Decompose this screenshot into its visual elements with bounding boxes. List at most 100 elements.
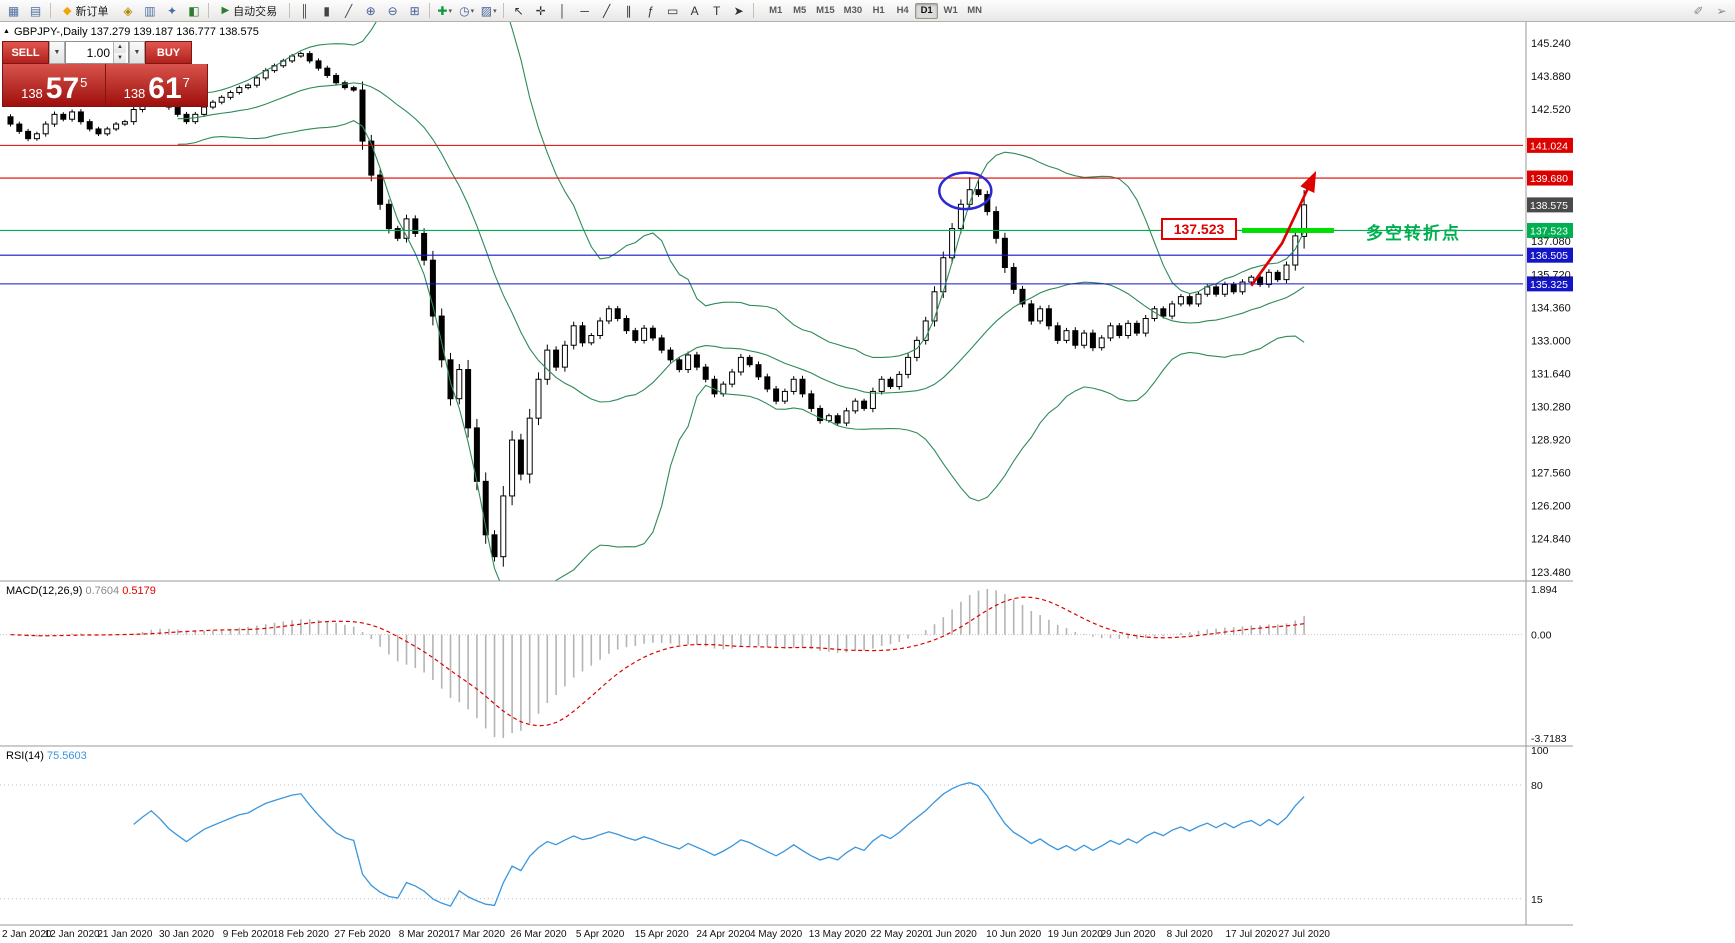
price-tick-label: 126.200 bbox=[1531, 501, 1571, 513]
date-tick-label: 21 Jan 2020 bbox=[97, 929, 152, 940]
auto-scroll-button[interactable]: ➢ bbox=[1711, 2, 1732, 20]
templates-caret-icon: ▾ bbox=[493, 7, 497, 15]
text-button[interactable]: A bbox=[684, 2, 705, 20]
macd-main-value: 0.7604 bbox=[85, 585, 120, 597]
date-tick-label: 27 Jul 2020 bbox=[1278, 929, 1330, 940]
level-annotation-label[interactable]: 137.523 bbox=[1161, 218, 1237, 241]
text-label-icon: T bbox=[713, 3, 721, 18]
market-watch-button[interactable]: ◈ bbox=[117, 2, 138, 20]
zoom-out-button[interactable]: ⊖ bbox=[382, 2, 403, 20]
horizontal-line-icon: ─ bbox=[580, 3, 589, 18]
collapse-arrow-icon[interactable]: ▲ bbox=[3, 28, 10, 35]
toolbar-separator bbox=[503, 3, 505, 18]
auto-trading-label: 自动交易 bbox=[233, 5, 278, 18]
timeframe-m30-button[interactable]: M30 bbox=[843, 5, 863, 16]
pivot-annotation-text[interactable]: 多空转折点 bbox=[1366, 224, 1461, 244]
chart-symbol-title: GBPJPY-,Daily 137.279 139.187 136.777 13… bbox=[14, 26, 259, 38]
cursor-button[interactable]: ↖ bbox=[508, 2, 529, 20]
profiles-button[interactable]: ▤ bbox=[25, 2, 46, 20]
buy-button[interactable]: BUY bbox=[145, 41, 192, 64]
rsi-title: RSI(14) bbox=[6, 750, 44, 762]
date-tick-label: 2 Jan 2020 bbox=[2, 929, 52, 940]
candlestick-chart-button[interactable]: ▮ bbox=[316, 2, 337, 20]
macd-signal-line bbox=[10, 596, 1305, 727]
timeframe-h4-button[interactable]: H4 bbox=[896, 5, 909, 16]
new-chart-icon: ▦ bbox=[7, 3, 20, 18]
rsi-axis-label: 80 bbox=[1531, 780, 1543, 792]
vertical-line-button[interactable]: │ bbox=[552, 2, 573, 20]
price-tick-label: 127.560 bbox=[1531, 468, 1571, 480]
timeframe-d1-button[interactable]: D1 bbox=[915, 2, 939, 19]
timeframe-m1-button[interactable]: M1 bbox=[769, 5, 783, 16]
macd-axis-label: -3.7183 bbox=[1531, 733, 1567, 745]
shapes-button[interactable]: ▭ bbox=[662, 2, 683, 20]
bar-chart-button[interactable]: ║ bbox=[294, 2, 315, 20]
sell-price-point: 5 bbox=[80, 75, 88, 90]
date-tick-label: 18 Feb 2020 bbox=[273, 929, 330, 940]
data-window-button[interactable]: ▥ bbox=[139, 2, 160, 20]
price-tick-label: 133.000 bbox=[1531, 335, 1571, 347]
price-level-badge-text: 135.325 bbox=[1530, 279, 1568, 291]
macd-title: MACD(12,26,9) bbox=[6, 585, 83, 597]
trendline-button[interactable]: ╱ bbox=[596, 2, 617, 20]
toolbar-separator bbox=[429, 3, 431, 18]
sell-button[interactable]: SELL bbox=[2, 41, 49, 64]
vertical-line-icon: │ bbox=[558, 3, 567, 18]
sell-price[interactable]: 138 57 5 bbox=[3, 64, 106, 106]
macd-histogram bbox=[18, 589, 1305, 738]
plot-region bbox=[7, 22, 1308, 581]
shapes-icon: ▭ bbox=[667, 3, 679, 18]
breakout-arrow[interactable] bbox=[1250, 170, 1317, 287]
buy-price[interactable]: 138 61 7 bbox=[105, 64, 207, 106]
price-level-badge-text: 139.680 bbox=[1530, 173, 1568, 185]
templates-button[interactable]: ▨ ▾ bbox=[478, 2, 499, 20]
buy-options-caret[interactable]: ▼ bbox=[129, 41, 145, 64]
text-label-button[interactable]: T bbox=[706, 2, 727, 20]
timeframe-m5-button[interactable]: M5 bbox=[793, 5, 807, 16]
horizontal-line-button[interactable]: ─ bbox=[574, 2, 595, 20]
templates-icon: ▨ bbox=[480, 3, 493, 18]
highlight-ellipse[interactable] bbox=[938, 171, 993, 211]
periods-button[interactable]: ◷ ▾ bbox=[456, 2, 477, 20]
auto-trading-button[interactable]: ▶ 自动交易 bbox=[213, 2, 285, 20]
spin-up-icon[interactable]: ▲ bbox=[114, 42, 126, 53]
terminal-button[interactable]: ◧ bbox=[183, 2, 204, 20]
crosshair-icon: ✛ bbox=[535, 3, 546, 18]
bid-price-badge bbox=[1527, 197, 1573, 213]
equidistant-channel-button[interactable]: ∥ bbox=[618, 2, 639, 20]
trendline-icon: ╱ bbox=[603, 3, 611, 18]
navigator-button[interactable]: ✦ bbox=[161, 2, 182, 20]
tile-windows-button[interactable]: ⊞ bbox=[404, 2, 425, 20]
auto-trading-icon: ▶ bbox=[221, 5, 230, 16]
timeframe-h1-button[interactable]: H1 bbox=[872, 5, 885, 16]
line-chart-button[interactable]: ╱ bbox=[338, 2, 359, 20]
toolbar-separator bbox=[753, 3, 755, 18]
crosshair-button[interactable]: ✛ bbox=[530, 2, 551, 20]
date-tick-label: 8 Jul 2020 bbox=[1167, 929, 1214, 940]
chart-shift-button[interactable]: ✐ bbox=[1688, 2, 1709, 20]
price-tick-label: 143.880 bbox=[1531, 71, 1571, 83]
date-tick-label: 1 Jun 2020 bbox=[927, 929, 977, 940]
chevron-down-icon: ▼ bbox=[53, 49, 61, 56]
zoom-in-button[interactable]: ⊕ bbox=[360, 2, 381, 20]
new-order-button[interactable]: ◆ 新订单 bbox=[55, 2, 116, 20]
new-chart-button[interactable]: ▦ bbox=[3, 2, 24, 20]
candles-group bbox=[7, 51, 1308, 567]
arrows-button[interactable]: ➤ bbox=[728, 2, 749, 20]
fibonacci-button[interactable]: ƒ bbox=[640, 2, 661, 20]
price-tick-label: 137.080 bbox=[1531, 236, 1571, 248]
spin-down-icon[interactable]: ▼ bbox=[114, 52, 126, 63]
bb-upper-band bbox=[177, 22, 1305, 359]
toolbar-group-timeframes: M1 M5 M15 M30 H1 H4 D1 W1 MN bbox=[764, 2, 986, 19]
timeframe-mn-button[interactable]: MN bbox=[967, 5, 983, 16]
indicators-button[interactable]: ✚ ▾ bbox=[434, 2, 455, 20]
timeframe-m15-button[interactable]: M15 bbox=[816, 5, 835, 16]
volume-stepper[interactable]: ▲ ▼ bbox=[113, 42, 126, 63]
timeframe-w1-button[interactable]: W1 bbox=[943, 5, 958, 16]
sell-options-caret[interactable]: ▼ bbox=[49, 41, 65, 64]
toolbar-separator bbox=[50, 3, 51, 18]
buy-price-figure: 138 bbox=[123, 86, 146, 101]
bar-chart-icon: ║ bbox=[300, 3, 309, 18]
volume-input[interactable] bbox=[66, 42, 113, 63]
